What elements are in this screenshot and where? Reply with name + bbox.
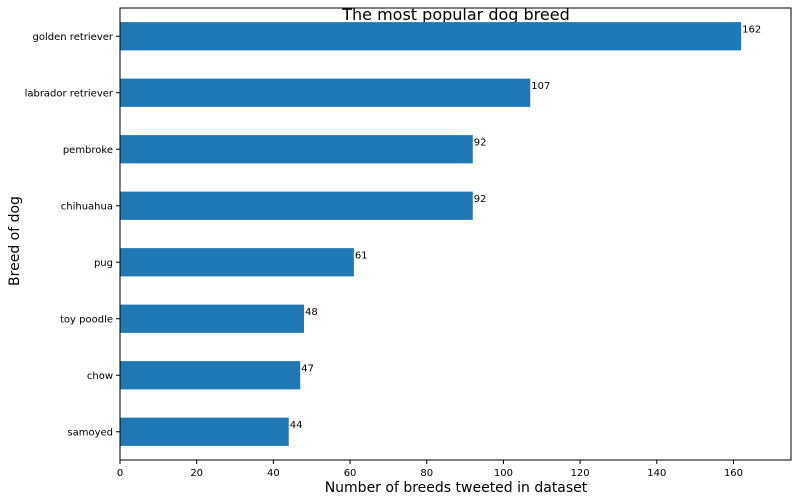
y-tick-label: toy poodle	[60, 314, 113, 325]
y-tick-label: chihuahua	[61, 201, 113, 212]
bar	[120, 361, 301, 390]
x-tick-label: 100	[494, 468, 513, 479]
y-tick-label: pug	[94, 258, 113, 269]
data-label: 162	[742, 24, 761, 35]
x-tick-label: 60	[344, 468, 357, 479]
data-label: 44	[290, 420, 303, 431]
data-label: 61	[355, 250, 368, 261]
x-tick-label: 160	[724, 468, 743, 479]
y-tick-label: golden retriever	[33, 32, 114, 43]
plot-frame	[119, 7, 792, 461]
x-tick-label: 80	[420, 468, 433, 479]
x-tick-label: 20	[190, 468, 203, 479]
chart-title: The most popular dog breed	[341, 5, 569, 24]
bar	[120, 135, 473, 164]
bar	[120, 248, 354, 277]
x-tick-label: 120	[571, 468, 590, 479]
y-tick-label: labrador retriever	[25, 88, 114, 99]
x-axis-label: Number of breeds tweeted in dataset	[325, 480, 588, 496]
data-label: 92	[474, 194, 487, 205]
x-axis-ticks: 0 20 40 60 80 100 120 140 160	[117, 460, 743, 479]
data-labels-group: 162 107 92 92 61 48 47 44	[290, 24, 762, 431]
data-label: 107	[531, 81, 550, 92]
bar	[120, 191, 473, 220]
bar	[120, 417, 289, 446]
bar	[120, 304, 305, 333]
x-tick-label: 140	[647, 468, 666, 479]
data-label: 47	[301, 363, 314, 374]
y-axis-label: Breed of dog	[7, 196, 23, 286]
bar	[120, 78, 531, 107]
bar	[120, 22, 742, 51]
x-tick-label: 0	[117, 468, 123, 479]
data-label: 92	[474, 137, 487, 148]
y-tick-label: chow	[87, 371, 113, 382]
data-label: 48	[305, 307, 318, 318]
x-tick-label: 40	[267, 468, 280, 479]
y-tick-label: pembroke	[63, 145, 113, 156]
y-tick-label: samoyed	[67, 427, 113, 438]
y-axis-ticks: golden retriever labrador retriever pembro…	[25, 32, 120, 438]
bars-group	[120, 22, 742, 446]
